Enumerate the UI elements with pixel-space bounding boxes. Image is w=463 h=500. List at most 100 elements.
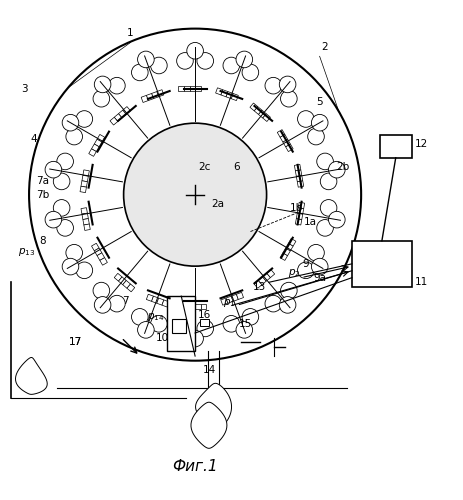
Bar [97, 253, 104, 260]
Bar [285, 144, 293, 152]
Circle shape [131, 308, 148, 325]
Bar [262, 274, 270, 281]
Circle shape [328, 162, 344, 178]
Circle shape [223, 316, 239, 332]
Circle shape [108, 296, 125, 312]
Polygon shape [191, 402, 226, 448]
Bar [295, 218, 301, 225]
Bar [266, 270, 274, 278]
Text: 9a: 9a [313, 272, 325, 282]
Circle shape [76, 262, 93, 278]
Circle shape [223, 57, 239, 74]
Circle shape [307, 244, 324, 261]
Text: Фиг.1: Фиг.1 [172, 460, 218, 474]
Text: 10: 10 [156, 332, 169, 342]
Bar [282, 139, 290, 147]
Circle shape [264, 78, 281, 94]
Bar [110, 118, 118, 125]
Circle shape [45, 212, 62, 228]
Circle shape [316, 153, 332, 170]
Circle shape [236, 51, 252, 68]
Circle shape [53, 173, 70, 190]
Circle shape [307, 128, 324, 145]
Circle shape [264, 296, 281, 312]
Circle shape [176, 320, 193, 336]
Bar [215, 88, 222, 95]
Text: 8: 8 [39, 236, 46, 246]
Circle shape [131, 64, 148, 80]
Circle shape [56, 153, 73, 170]
Bar [151, 296, 158, 304]
Circle shape [280, 282, 296, 299]
Bar [280, 253, 287, 260]
Bar [254, 106, 262, 114]
Bar [199, 319, 208, 326]
Circle shape [196, 320, 213, 336]
Text: 12: 12 [413, 139, 427, 149]
Circle shape [328, 212, 344, 228]
Bar [194, 304, 200, 309]
Circle shape [66, 128, 82, 145]
Text: 17: 17 [69, 337, 81, 347]
Text: 11: 11 [413, 278, 427, 287]
Circle shape [279, 76, 295, 92]
Circle shape [242, 64, 258, 80]
Bar [258, 110, 266, 118]
Circle shape [93, 90, 109, 107]
Bar [250, 103, 257, 111]
Bar [81, 181, 87, 187]
Bar [254, 280, 262, 288]
Bar [379, 134, 411, 158]
Text: $p_{14}$: $p_{14}$ [147, 311, 164, 323]
Bar [118, 277, 126, 284]
Bar [94, 248, 102, 256]
Text: 2c: 2c [198, 162, 210, 172]
Bar [298, 202, 304, 208]
Text: 6: 6 [233, 162, 239, 172]
Bar [258, 277, 266, 284]
Bar [294, 164, 300, 171]
Bar [351, 241, 411, 287]
Bar [151, 92, 158, 98]
Circle shape [319, 173, 336, 190]
Bar [122, 106, 130, 114]
Bar [262, 114, 270, 122]
Bar [288, 238, 295, 246]
Circle shape [196, 52, 213, 69]
Circle shape [62, 114, 79, 131]
Text: 2a: 2a [211, 199, 224, 209]
Bar [156, 298, 163, 305]
Text: 14: 14 [202, 365, 215, 375]
Text: 9: 9 [302, 259, 308, 269]
Text: 5: 5 [316, 98, 322, 108]
Bar [91, 144, 99, 152]
Circle shape [280, 90, 296, 107]
Bar [97, 134, 104, 142]
Text: 2b: 2b [335, 162, 349, 172]
Text: 16: 16 [197, 310, 211, 320]
Bar [114, 274, 122, 281]
Text: 1a: 1a [303, 218, 316, 228]
Circle shape [94, 76, 111, 92]
Circle shape [45, 162, 62, 178]
Text: 13: 13 [252, 282, 266, 292]
Text: 2: 2 [320, 42, 327, 52]
Bar [225, 296, 232, 304]
Circle shape [311, 258, 327, 275]
Bar [82, 213, 88, 220]
Circle shape [242, 308, 258, 325]
Polygon shape [195, 384, 231, 430]
Bar [82, 176, 88, 182]
Circle shape [176, 52, 193, 69]
Bar [94, 139, 102, 147]
Circle shape [123, 123, 266, 266]
Bar [146, 294, 153, 302]
Circle shape [316, 220, 332, 236]
Bar [236, 292, 243, 300]
Text: 17: 17 [69, 337, 81, 347]
Text: $p_1$: $p_1$ [223, 297, 236, 309]
Bar [282, 248, 290, 256]
Circle shape [138, 322, 154, 338]
Circle shape [311, 114, 327, 131]
Circle shape [297, 262, 313, 278]
